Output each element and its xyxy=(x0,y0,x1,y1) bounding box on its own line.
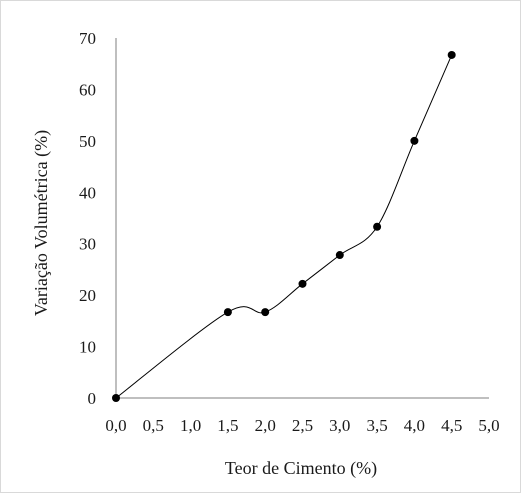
y-tick-label: 10 xyxy=(79,338,96,357)
data-point xyxy=(335,251,344,260)
series-layer xyxy=(112,50,456,402)
x-axis-title: Teor de Cimento (%) xyxy=(225,458,377,479)
axes xyxy=(115,38,489,399)
data-point xyxy=(112,394,120,402)
y-tick-label: 40 xyxy=(79,183,96,202)
x-tick-label: 5,0 xyxy=(478,416,499,435)
tick-labels: 0,0 0,5 1,0 1,5 2,0 2,5 3,0 3,5 4,0 4,5 5,0 0 10 20 30… xyxy=(79,29,500,435)
data-point xyxy=(447,50,456,59)
y-tick-label: 30 xyxy=(79,235,96,254)
y-axis-title: Variação Volumétrica (%) xyxy=(31,130,52,316)
x-tick-label: 4,5 xyxy=(441,416,462,435)
x-tick-label: 3,5 xyxy=(366,416,387,435)
data-point xyxy=(223,308,232,317)
x-tick-label: 0,5 xyxy=(143,416,164,435)
y-tick-label: 50 xyxy=(79,132,96,151)
x-tick-label: 1,5 xyxy=(217,416,238,435)
y-tick-label: 60 xyxy=(79,80,96,99)
x-tick-label: 2,0 xyxy=(255,416,276,435)
x-tick-label: 1,0 xyxy=(180,416,201,435)
data-point xyxy=(373,222,382,231)
y-tick-label: 20 xyxy=(79,286,96,305)
y-tick-label: 0 xyxy=(88,389,97,408)
series-line xyxy=(115,54,453,399)
x-tick-label: 4,0 xyxy=(404,416,425,435)
x-tick-label: 2,5 xyxy=(292,416,313,435)
x-tick-label: 0,0 xyxy=(105,416,126,435)
data-point xyxy=(410,136,419,145)
y-tick-label: 70 xyxy=(79,29,96,48)
x-tick-label: 3,0 xyxy=(329,416,350,435)
data-point xyxy=(261,308,270,317)
data-point xyxy=(298,279,307,288)
